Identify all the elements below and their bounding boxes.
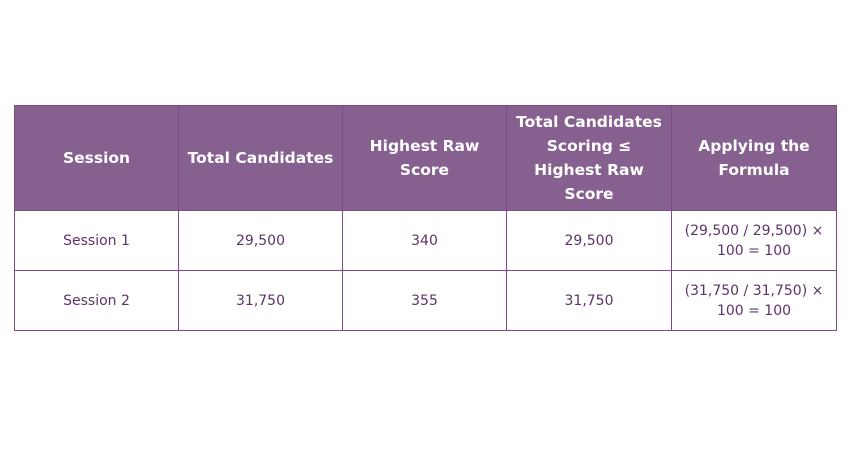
header-candidates-scoring-le-highest: Total Candidates Scoring ≤ Highest Raw S…: [506, 105, 672, 211]
cell-total-candidates: 31,750: [178, 270, 343, 331]
header-applying-formula: Applying the Formula: [671, 105, 837, 211]
cell-highest-raw-score: 355: [342, 270, 507, 331]
table-row: Session 2 31,750 355 31,750 (31,750 / 31…: [14, 270, 837, 331]
cell-formula: (31,750 / 31,750) × 100 = 100: [671, 270, 837, 331]
percentile-score-table: Session Total Candidates Highest Raw Sco…: [14, 105, 837, 331]
cell-candidates-scoring: 29,500: [506, 210, 672, 271]
header-total-candidates: Total Candidates: [178, 105, 343, 211]
cell-total-candidates: 29,500: [178, 210, 343, 271]
header-session: Session: [14, 105, 179, 211]
cell-session: Session 2: [14, 270, 179, 331]
table-row: Session 1 29,500 340 29,500 (29,500 / 29…: [14, 210, 837, 271]
table-header-row: Session Total Candidates Highest Raw Sco…: [14, 105, 837, 211]
cell-session: Session 1: [14, 210, 179, 271]
cell-candidates-scoring: 31,750: [506, 270, 672, 331]
cell-highest-raw-score: 340: [342, 210, 507, 271]
header-highest-raw-score: Highest Raw Score: [342, 105, 507, 211]
cell-formula: (29,500 / 29,500) × 100 = 100: [671, 210, 837, 271]
